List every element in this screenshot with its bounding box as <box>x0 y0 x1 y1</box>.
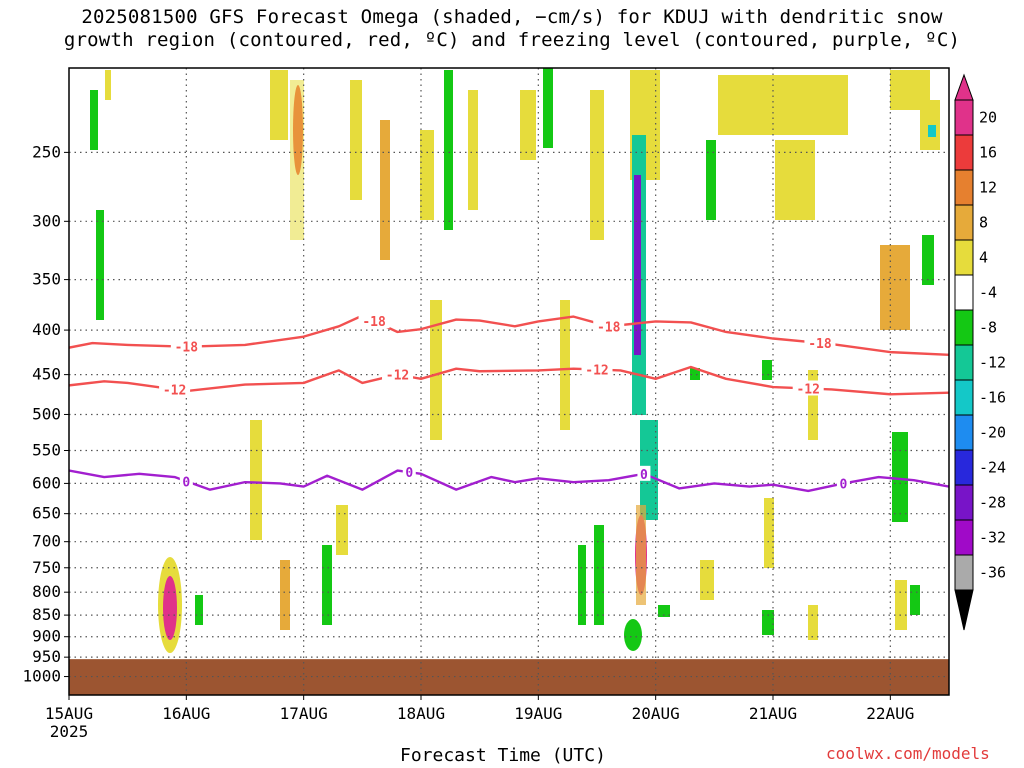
colorbar-label: -16 <box>979 389 1006 407</box>
colorbar-segment <box>954 414 974 451</box>
colorbar-label: 16 <box>979 144 997 162</box>
contour-layer: -18 -18 -18 -18 -12 -12 -12 -12 0 0 0 0 <box>69 313 949 492</box>
colorbar-segment <box>954 239 974 276</box>
contour-label--12: -12 <box>386 369 409 384</box>
contour-label--18: -18 <box>597 320 621 335</box>
contour-label--12: -12 <box>585 364 608 379</box>
x-tick-label: 18AUG <box>397 704 445 723</box>
contour-label-0: 0 <box>839 477 847 492</box>
y-tick-label: 950 <box>32 647 61 666</box>
contour-label-bg <box>382 366 414 382</box>
contour-label-bg <box>637 465 651 481</box>
contour-label-bg <box>836 475 850 491</box>
y-tick-label: 650 <box>32 504 61 523</box>
contour-label-bg <box>804 334 836 350</box>
y-tick-label: 300 <box>32 211 61 230</box>
y-tick-label: 1000 <box>22 667 61 686</box>
colorbar-extend-high <box>954 73 974 101</box>
chart-title-line-1: 2025081500 GFS Forecast Omega (shaded, −… <box>81 6 943 28</box>
colorbar-segment <box>954 204 974 241</box>
contour-label-bg <box>593 318 625 334</box>
contour-label-0: 0 <box>405 466 413 481</box>
colorbar-label: -12 <box>979 354 1006 372</box>
colorbar-segment <box>954 309 974 346</box>
x-tick-label: 17AUG <box>280 704 328 723</box>
colorbar-segment <box>954 554 974 591</box>
colorbar-label: 12 <box>979 179 997 197</box>
contour-label-0: 0 <box>640 468 648 483</box>
contour-label--18: -18 <box>362 315 386 330</box>
colorbar-label: -4 <box>979 284 997 302</box>
colorbar-segment <box>954 379 974 416</box>
colorbar-extend-low <box>954 589 974 631</box>
contour-label-bg <box>358 313 390 329</box>
y-tick-label: 500 <box>32 404 61 423</box>
credit-link[interactable]: coolwx.com/models <box>826 744 990 763</box>
colorbar-label: 20 <box>979 109 997 127</box>
contour-label-bg <box>179 473 193 489</box>
y-tick-label: 750 <box>32 558 61 577</box>
colorbar-segment <box>954 274 974 311</box>
contour-label--12: -12 <box>163 383 186 398</box>
chart-title-line-2: growth region (contoured, red, ºC) and f… <box>63 29 961 51</box>
colorbar-segment <box>954 169 974 206</box>
plot-frame <box>68 67 950 696</box>
y-tick-label: 850 <box>32 605 61 624</box>
y-tick-label: 350 <box>32 270 61 289</box>
colorbar-label: -36 <box>979 564 1006 582</box>
colorbar-segment <box>954 519 974 556</box>
contour-label--18: -18 <box>808 337 832 352</box>
contour-label-bg <box>581 361 613 377</box>
x-tick-label: 19AUG <box>514 704 562 723</box>
y-tick-label: 450 <box>32 365 61 384</box>
x-tick-sublabel: 2025 <box>50 722 89 741</box>
contour-label--18: -18 <box>175 341 199 356</box>
colorbar-label: 4 <box>979 249 988 267</box>
y-tick-label: 550 <box>32 441 61 460</box>
x-tick-label: 21AUG <box>749 704 797 723</box>
contour-label-bg <box>792 380 824 396</box>
contour-label-0: 0 <box>182 475 190 490</box>
contour-label-bg <box>402 464 416 480</box>
colorbar-label: -24 <box>979 459 1006 477</box>
x-tick-label: 20AUG <box>632 704 680 723</box>
contour-label-bg <box>170 338 202 354</box>
colorbar-segment <box>954 99 974 136</box>
y-tick-label: 900 <box>32 627 61 646</box>
y-tick-label: 400 <box>32 320 61 339</box>
contour-line--18 <box>69 314 949 356</box>
y-tick-label: 250 <box>32 142 61 161</box>
x-tick-label: 22AUG <box>866 704 914 723</box>
colorbar-segment <box>954 484 974 521</box>
colorbar-label: 8 <box>979 214 988 232</box>
contour-label--12: -12 <box>796 382 819 397</box>
omega-shading-layer <box>90 68 940 653</box>
colorbar-label: -20 <box>979 424 1006 442</box>
y-tick-label: 700 <box>32 532 61 551</box>
colorbar-label: -32 <box>979 529 1006 547</box>
contour-line-0 <box>69 469 949 493</box>
contour-label-bg <box>159 381 191 397</box>
colorbar-segment <box>954 344 974 381</box>
y-axis-ticks: 250 300 350 400 450 500 550 600 650 700 750 800 850 9… <box>22 142 69 686</box>
grid-lines <box>69 68 949 695</box>
colorbar-segment <box>954 449 974 486</box>
y-tick-label: 600 <box>32 473 61 492</box>
colorbar-label: -28 <box>979 494 1006 512</box>
x-tick-label: 15AUG <box>45 704 93 723</box>
x-tick-label: 16AUG <box>162 704 210 723</box>
x-axis-label: Forecast Time (UTC) <box>400 745 606 766</box>
colorbar-segment <box>954 134 974 171</box>
colorbar: 20 16 12 8 4 -4 -8 -12 -16 -20 -24 -28 -32 -36 <box>954 73 1006 631</box>
contour-line--12 <box>69 365 949 396</box>
colorbar-label: -8 <box>979 319 997 337</box>
y-tick-label: 800 <box>32 582 61 601</box>
